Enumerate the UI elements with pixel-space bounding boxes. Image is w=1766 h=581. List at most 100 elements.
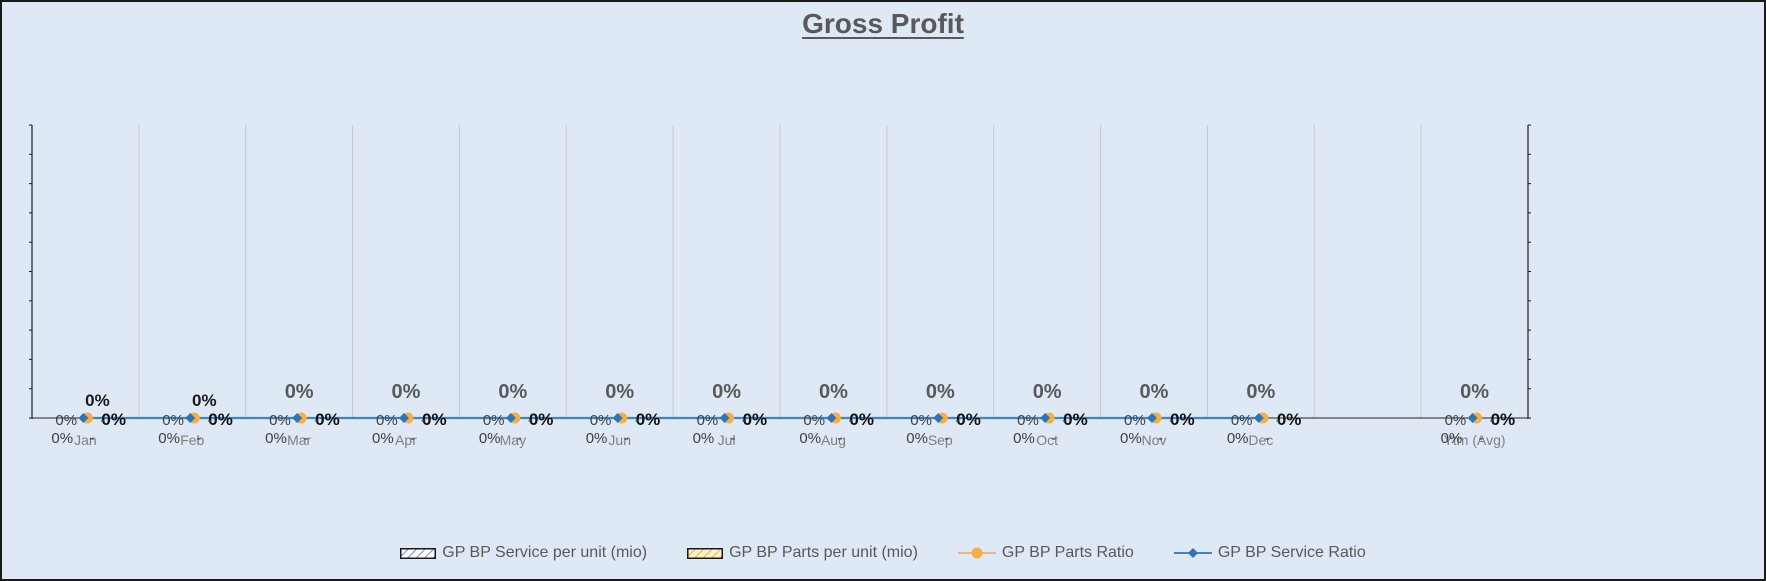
point-service-ratio — [1253, 413, 1264, 423]
data-label-parts-ratio: 0% — [1277, 410, 1302, 429]
data-label-parts-ratio: 0% — [1063, 410, 1088, 429]
data-label-service-ratio: 0% — [162, 412, 184, 429]
data-label-parts-per-unit: - — [624, 430, 629, 447]
data-label-parts-ratio-secondary: 0% — [372, 430, 394, 447]
data-label-parts-per-unit: - — [89, 430, 94, 447]
point-service-ratio — [1147, 413, 1157, 423]
x-tick-label: Apr — [395, 432, 417, 448]
data-label-parts-ratio: 0% — [101, 410, 126, 429]
chart-title: Gross Profit — [802, 8, 964, 39]
point-service-ratio — [719, 413, 730, 423]
data-label-service-ratio: 0% — [590, 412, 612, 429]
x-tick-label: Dec — [1248, 432, 1273, 448]
data-label-service-per-unit: - — [1169, 412, 1174, 429]
point-service-ratio — [292, 413, 303, 423]
x-tick-label: Jun — [608, 432, 631, 448]
data-label-service-ratio: 0% — [803, 412, 825, 429]
data-label-parts-ratio: 0% — [636, 410, 661, 429]
x-tick-label: Feb — [180, 432, 204, 448]
x-tick-label: Oct — [1036, 432, 1058, 448]
legend-item-parts-per-unit: GP BP Parts per unit (mio) — [687, 544, 918, 562]
data-label-ratio-top: 0% — [392, 381, 421, 403]
point-service-ratio — [399, 413, 409, 423]
data-label-service-ratio: 0% — [1445, 412, 1467, 429]
data-label-service-per-unit: - — [635, 412, 640, 429]
data-label-ratio-top: 0% — [712, 381, 741, 403]
data-label-parts-ratio-secondary: 0% — [265, 430, 287, 447]
data-label-service-per-unit: - — [1490, 412, 1495, 429]
chart-legend: GP BP Service per unit (mio) GP BP Parts… — [2, 540, 1764, 566]
data-label-ratio-top: 0% — [1033, 381, 1062, 403]
data-label-service-ratio: 0% — [697, 412, 719, 429]
data-label-parts-ratio-secondary: 0% — [1120, 430, 1142, 447]
data-label-parts-ratio-secondary: 0% — [906, 430, 928, 447]
legend-label-parts-per-unit: GP BP Parts per unit (mio) — [729, 544, 918, 561]
data-label-service-ratio: 0% — [55, 412, 77, 429]
point-service-ratio — [78, 413, 89, 423]
data-label-ratio-top: 0% — [1460, 381, 1489, 403]
data-label-parts-per-unit: - — [944, 430, 949, 447]
point-service-ratio — [505, 413, 516, 423]
data-label-parts-ratio: 0% — [1170, 410, 1195, 429]
x-tick-label: Sep — [928, 432, 953, 448]
data-label-parts-ratio: 0% — [1491, 410, 1516, 429]
legend-swatch-parts-ratio — [957, 547, 996, 559]
data-label-service-per-unit: - — [314, 412, 319, 429]
legend-item-service-per-unit: GP BP Service per unit (mio) — [400, 544, 647, 562]
x-tick-label: Aug — [821, 432, 846, 448]
data-label-service-ratio: 0% — [1017, 412, 1039, 429]
x-tick-label: Jul — [718, 432, 736, 448]
legend-item-parts-ratio: GP BP Parts Ratio — [957, 544, 1134, 562]
data-label-service-ratio: 0% — [483, 412, 505, 429]
x-tick-label: Nov — [1142, 432, 1167, 448]
point-service-ratio — [1467, 413, 1478, 423]
legend-item-service-ratio: GP BP Service Ratio — [1173, 544, 1366, 562]
data-label-service-per-unit: - — [955, 412, 960, 429]
data-label-parts-ratio: 0% — [315, 410, 340, 429]
data-label-service-ratio: 0% — [376, 412, 398, 429]
data-label-service-ratio: 0% — [269, 412, 291, 429]
point-service-ratio — [612, 413, 623, 423]
legend-swatch-service-ratio — [1173, 548, 1212, 558]
data-label-parts-ratio-secondary: 0% — [51, 430, 73, 447]
point-service-ratio — [826, 413, 837, 423]
data-label-parts-per-unit: - — [1051, 430, 1056, 447]
point-service-ratio — [1040, 413, 1051, 423]
data-label-service-per-unit: - — [100, 412, 105, 429]
x-tick-label: Ytm (Avg) — [1444, 432, 1506, 448]
legend-label-parts-ratio: GP BP Parts Ratio — [1001, 544, 1134, 561]
data-label-service-per-unit: - — [528, 412, 533, 429]
data-label-parts-per-unit: - — [1479, 430, 1484, 447]
legend-label-service-per-unit: GP BP Service per unit (mio) — [442, 544, 648, 561]
data-label-parts-per-unit: - — [196, 430, 201, 447]
data-label-parts-ratio: 0% — [849, 410, 874, 429]
data-label-service-ratio: 0% — [1124, 412, 1146, 429]
data-label-parts-per-unit: - — [303, 430, 308, 447]
data-label-parts-ratio-secondary: 0% — [1013, 430, 1035, 447]
data-label-parts-ratio: 0% — [743, 410, 768, 429]
data-label-ratio-top: 0% — [926, 381, 955, 403]
data-label-parts-per-unit: - — [517, 430, 522, 447]
data-label-ratio-top: 0% — [285, 381, 314, 403]
data-label-ratio-top: 0% — [85, 391, 110, 410]
data-label-ratio-top: 0% — [605, 381, 634, 403]
data-label-service-ratio: 0% — [1231, 412, 1253, 429]
x-tick-label: May — [500, 432, 526, 448]
data-label-ratio-top: 0% — [1140, 381, 1169, 403]
data-label-service-ratio: 0% — [910, 412, 932, 429]
data-label-parts-per-unit: - — [731, 430, 736, 447]
legend-label-service-ratio: GP BP Service Ratio — [1217, 544, 1366, 561]
point-service-ratio — [185, 413, 196, 423]
data-label-parts-ratio: 0% — [208, 410, 233, 429]
data-label-parts-ratio-secondary: 0% — [158, 430, 180, 447]
data-label-ratio-top: 0% — [192, 391, 217, 410]
data-label-parts-ratio: 0% — [529, 410, 554, 429]
data-label-ratio-top: 0% — [1246, 381, 1275, 403]
data-label-parts-ratio: 0% — [956, 410, 981, 429]
data-label-ratio-top: 0% — [498, 381, 527, 403]
x-tick-label: Jan — [74, 432, 97, 448]
data-label-service-per-unit: - — [1062, 412, 1067, 429]
legend-swatch-parts-per-unit — [687, 547, 724, 559]
